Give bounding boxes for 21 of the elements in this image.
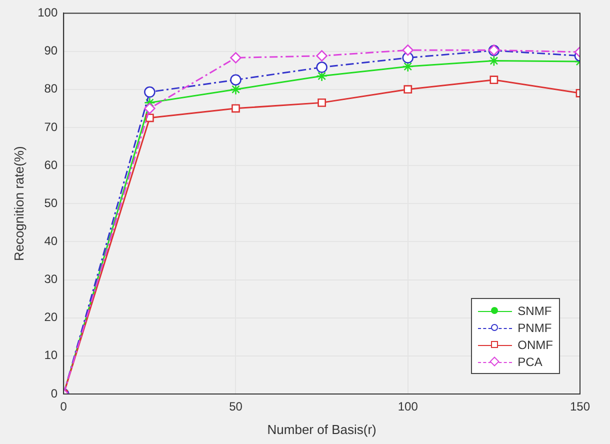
legend-label: SNMF <box>518 304 552 318</box>
y-tick-label: 60 <box>44 158 58 172</box>
x-tick-label: 150 <box>570 400 590 414</box>
x-axis-title: Number of Basis(r) <box>267 422 376 437</box>
legend-label: PCA <box>518 354 542 368</box>
legend-label: PNMF <box>518 320 552 334</box>
y-tick-label: 0 <box>50 386 58 400</box>
y-tick-label: 80 <box>44 82 58 96</box>
y-tick-label: 50 <box>44 196 58 210</box>
y-tick-label: 10 <box>44 348 58 362</box>
y-tick-label: 20 <box>44 310 58 324</box>
y-tick-label: 30 <box>44 272 58 286</box>
y-tick-label: 70 <box>44 120 58 134</box>
y-axis-title: Recognition rate(%) <box>11 146 26 262</box>
x-tick-label: 50 <box>229 400 243 414</box>
x-tick-label: 100 <box>398 400 418 414</box>
x-tick-label: 0 <box>60 400 68 414</box>
legend-label: ONMF <box>518 338 553 352</box>
y-tick-label: 100 <box>38 6 58 20</box>
y-tick-label: 40 <box>44 234 58 248</box>
y-tick-label: 90 <box>44 44 58 58</box>
